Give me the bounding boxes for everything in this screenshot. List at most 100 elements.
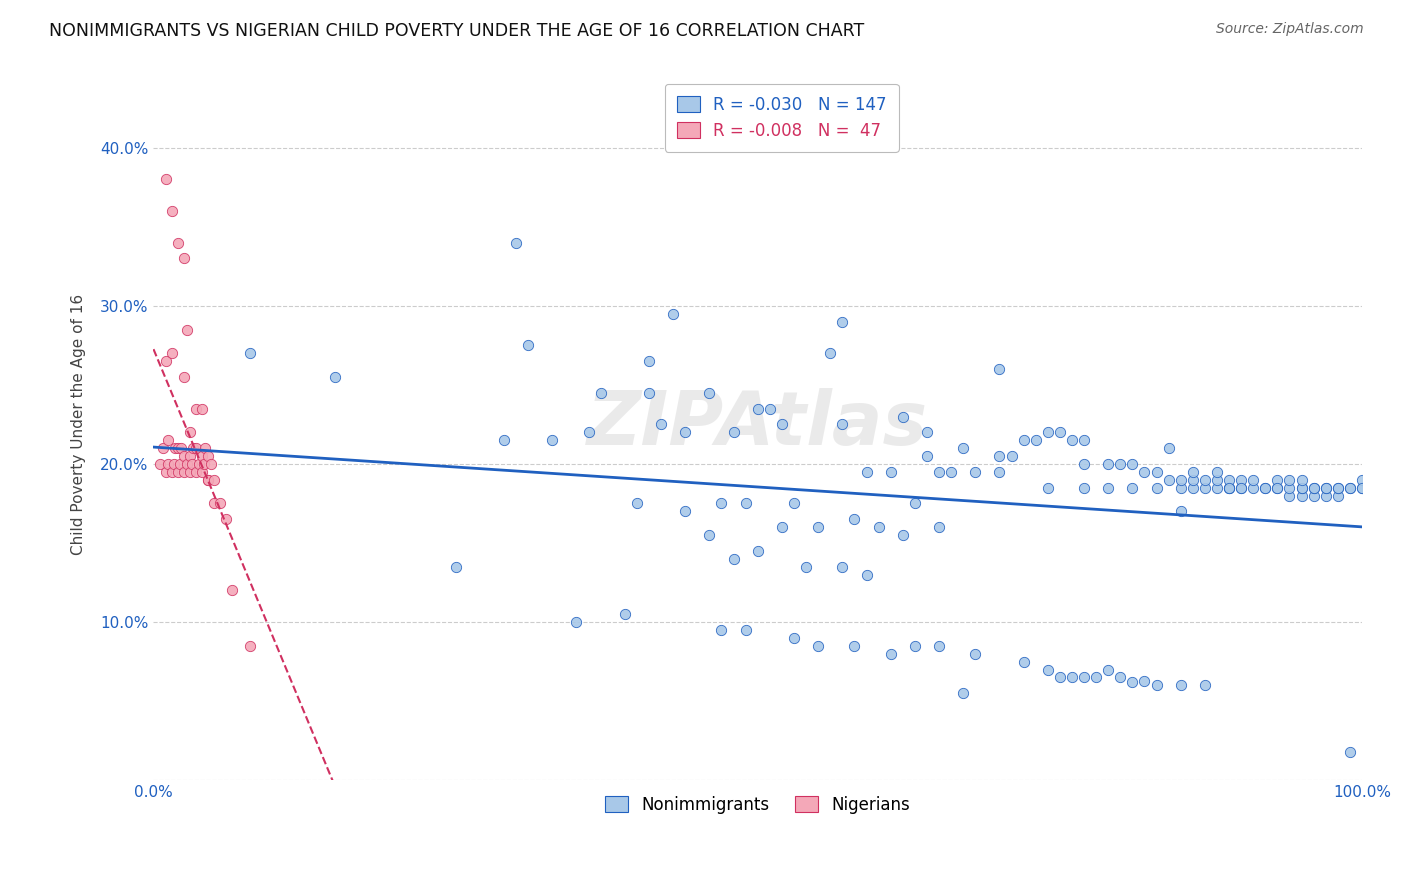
- Point: [200, 457, 222, 471]
- Point: [152, 441, 174, 455]
- Point: [323, 370, 346, 384]
- Point: [1049, 425, 1071, 440]
- Point: [699, 528, 721, 542]
- Point: [673, 425, 696, 440]
- Point: [1073, 434, 1095, 448]
- Point: [1254, 481, 1277, 495]
- Point: [1302, 481, 1324, 495]
- Point: [1121, 481, 1143, 495]
- Point: [1146, 678, 1168, 692]
- Point: [1218, 481, 1240, 495]
- Point: [1327, 481, 1350, 495]
- Point: [928, 520, 950, 534]
- Point: [891, 528, 914, 542]
- Point: [770, 417, 793, 432]
- Point: [183, 441, 205, 455]
- Point: [831, 559, 853, 574]
- Point: [747, 401, 769, 416]
- Point: [1073, 671, 1095, 685]
- Point: [770, 520, 793, 534]
- Point: [807, 639, 830, 653]
- Point: [1097, 663, 1119, 677]
- Point: [1194, 481, 1216, 495]
- Point: [239, 639, 262, 653]
- Point: [444, 559, 467, 574]
- Point: [197, 473, 219, 487]
- Point: [1278, 489, 1301, 503]
- Point: [734, 623, 756, 637]
- Point: [160, 346, 183, 360]
- Point: [1109, 457, 1132, 471]
- Point: [662, 307, 685, 321]
- Point: [1291, 481, 1313, 495]
- Point: [988, 362, 1011, 376]
- Point: [1278, 473, 1301, 487]
- Point: [191, 465, 214, 479]
- Point: [1291, 481, 1313, 495]
- Point: [181, 457, 204, 471]
- Point: [202, 473, 225, 487]
- Point: [492, 434, 515, 448]
- Point: [638, 354, 661, 368]
- Point: [1194, 678, 1216, 692]
- Point: [965, 465, 987, 479]
- Point: [160, 465, 183, 479]
- Point: [879, 647, 901, 661]
- Point: [155, 354, 177, 368]
- Text: ZIPAtlas: ZIPAtlas: [588, 388, 928, 461]
- Point: [915, 449, 938, 463]
- Point: [156, 434, 179, 448]
- Point: [638, 385, 661, 400]
- Point: [179, 449, 201, 463]
- Point: [1278, 481, 1301, 495]
- Point: [820, 346, 842, 360]
- Point: [179, 425, 201, 440]
- Point: [710, 623, 733, 637]
- Point: [166, 465, 188, 479]
- Point: [169, 457, 191, 471]
- Point: [1181, 473, 1204, 487]
- Point: [565, 615, 588, 629]
- Point: [1267, 481, 1289, 495]
- Point: [928, 639, 950, 653]
- Point: [166, 235, 188, 250]
- Point: [197, 449, 219, 463]
- Point: [1146, 465, 1168, 479]
- Point: [1157, 441, 1180, 455]
- Point: [202, 496, 225, 510]
- Point: [1097, 457, 1119, 471]
- Point: [1036, 663, 1059, 677]
- Point: [868, 520, 890, 534]
- Point: [952, 686, 974, 700]
- Point: [239, 346, 262, 360]
- Point: [1241, 473, 1264, 487]
- Point: [1121, 457, 1143, 471]
- Point: [1327, 481, 1350, 495]
- Point: [1170, 504, 1192, 518]
- Point: [1181, 465, 1204, 479]
- Point: [1025, 434, 1047, 448]
- Point: [1230, 481, 1253, 495]
- Point: [1012, 434, 1035, 448]
- Point: [1351, 481, 1374, 495]
- Point: [1133, 673, 1156, 688]
- Point: [505, 235, 527, 250]
- Point: [173, 449, 195, 463]
- Point: [1036, 425, 1059, 440]
- Point: [626, 496, 648, 510]
- Point: [1060, 434, 1083, 448]
- Point: [173, 252, 195, 266]
- Point: [723, 425, 745, 440]
- Point: [166, 441, 188, 455]
- Point: [173, 465, 195, 479]
- Point: [1315, 481, 1337, 495]
- Point: [589, 385, 612, 400]
- Point: [879, 465, 901, 479]
- Point: [188, 457, 211, 471]
- Point: [783, 496, 806, 510]
- Point: [148, 457, 170, 471]
- Point: [673, 504, 696, 518]
- Point: [613, 607, 636, 622]
- Point: [541, 434, 564, 448]
- Point: [184, 441, 207, 455]
